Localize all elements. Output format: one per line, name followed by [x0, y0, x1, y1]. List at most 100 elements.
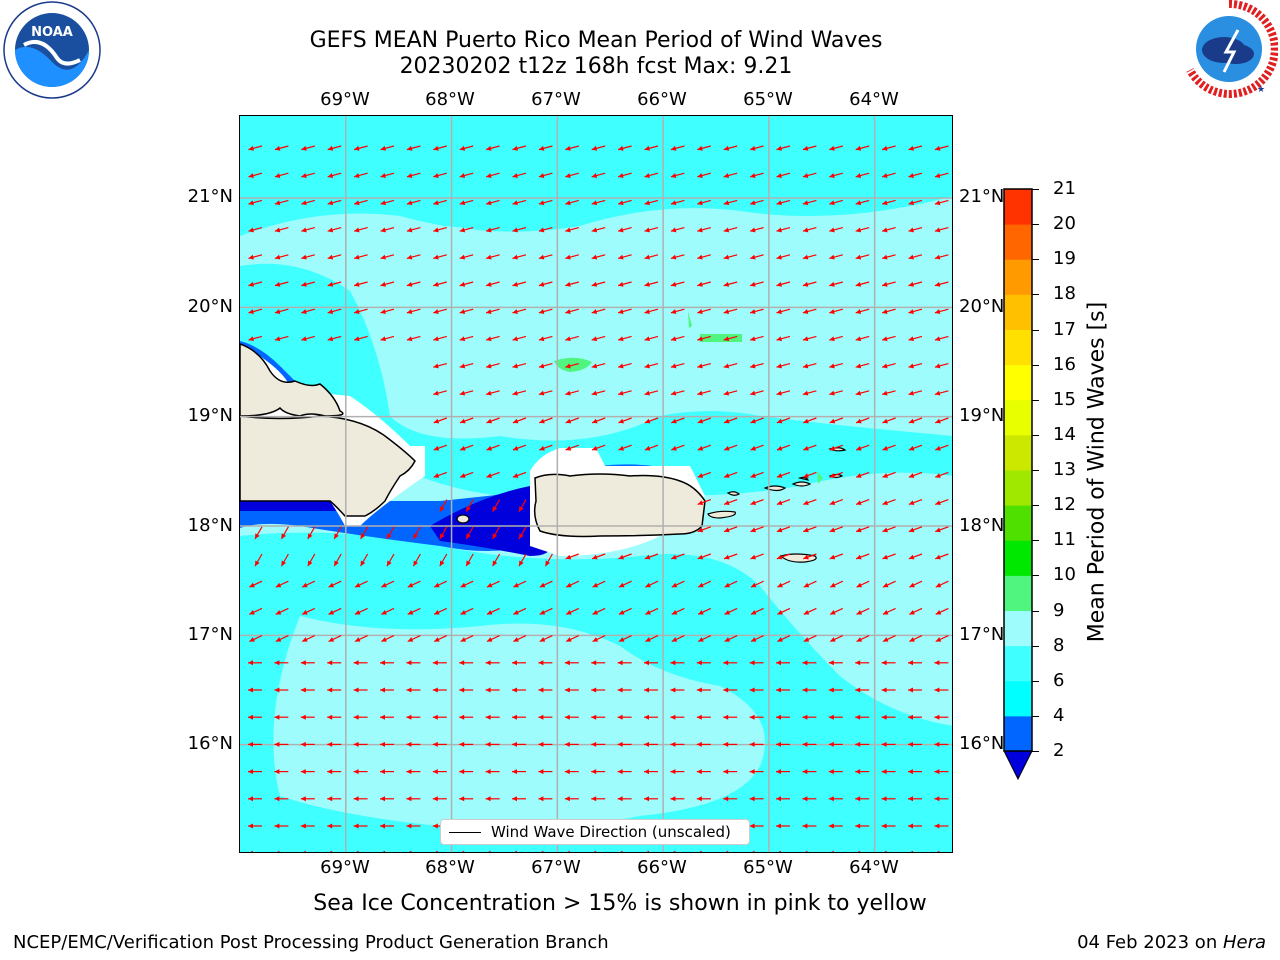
wave-direction-arrow [248, 335, 263, 342]
wave-direction-arrow [433, 227, 447, 233]
wave-direction-arrow [670, 363, 685, 369]
wave-direction-arrow [565, 607, 580, 615]
wave-direction-arrow [591, 363, 606, 369]
wave-direction-arrow [881, 145, 896, 151]
wave-direction-arrow [565, 172, 579, 178]
wave-direction-arrow [935, 417, 949, 424]
wave-direction-arrow [432, 769, 447, 775]
wave-direction-arrow [538, 741, 553, 747]
wave-direction-arrow [829, 417, 844, 424]
wave-direction-arrow [696, 660, 711, 666]
lat-tick-left: 16°N [187, 733, 233, 754]
wave-direction-arrow [301, 281, 315, 287]
sea-ice-caption: Sea Ice Concentration > 15% is shown in … [313, 891, 927, 916]
wave-direction-arrow [512, 471, 527, 478]
wave-direction-arrow [512, 741, 526, 747]
wave-direction-arrow [356, 850, 359, 852]
wave-direction-arrow [671, 635, 685, 643]
wave-direction-arrow [328, 607, 342, 615]
wave-direction-arrow [855, 308, 870, 314]
wave-direction-arrow [670, 796, 685, 802]
wave-direction-arrow [513, 635, 527, 643]
colorbar-tick-label: 18 [1053, 283, 1076, 305]
wave-direction-arrow [406, 199, 421, 206]
wave-direction-arrow [459, 741, 474, 747]
wave-direction-arrow [670, 172, 685, 178]
wave-direction-arrow [802, 308, 817, 314]
map-plot-area: Wind Wave Direction (unscaled) [239, 115, 953, 853]
wave-direction-arrow [802, 741, 817, 747]
wave-direction-arrow [539, 444, 553, 451]
wave-direction-arrow [412, 553, 421, 567]
wave-direction-arrow [274, 660, 289, 666]
wave-direction-arrow [802, 796, 817, 802]
wave-direction-arrow [855, 444, 870, 451]
wave-direction-arrow [776, 390, 791, 396]
wave-direction-arrow [934, 390, 949, 396]
lat-tick-left: 18°N [187, 515, 233, 536]
wave-direction-arrow [512, 769, 526, 775]
wave-direction-arrow [855, 254, 870, 260]
wave-direction-arrow [644, 741, 658, 747]
wave-direction-arrow [776, 281, 791, 287]
wave-direction-arrow [432, 741, 447, 747]
wave-direction-arrow [565, 363, 579, 369]
wave-direction-arrow [617, 227, 632, 233]
wave-direction-arrow [301, 580, 316, 588]
wave-direction-arrow [300, 714, 315, 720]
wave-direction-arrow [512, 254, 527, 260]
wave-direction-arrow [935, 526, 949, 533]
wave-direction-arrow [829, 172, 843, 178]
lon-tick-bottom: 69°W [320, 857, 370, 878]
wave-direction-arrow [274, 687, 289, 693]
lat-tick-right: 20°N [959, 296, 1005, 317]
wave-direction-arrow [486, 635, 500, 643]
wave-direction-arrow [697, 444, 712, 451]
wave-direction-arrow [254, 526, 263, 540]
wave-direction-arrow [465, 499, 474, 513]
wave-direction-arrow [408, 850, 412, 852]
wave-direction-arrow [908, 714, 922, 720]
wave-direction-arrow [327, 823, 342, 829]
wave-direction-arrow [910, 850, 913, 852]
wave-direction-arrow [492, 526, 501, 540]
wave-direction-arrow [485, 335, 500, 342]
colorbar-segment [1004, 680, 1032, 717]
wave-direction-arrow [353, 335, 368, 342]
wave-direction-arrow [485, 390, 500, 396]
wave-direction-arrow [248, 199, 263, 206]
wave-direction-arrow [274, 796, 289, 802]
wave-direction-arrow [432, 714, 447, 720]
wave-direction-arrow [855, 553, 870, 560]
wave-direction-arrow [300, 687, 315, 693]
wave-direction-arrow [460, 607, 474, 615]
wave-direction-arrow [644, 390, 659, 396]
wave-direction-arrow [697, 526, 712, 533]
wave-direction-arrow [697, 607, 712, 615]
lat-tick-right: 16°N [959, 733, 1005, 754]
wave-direction-arrow [697, 227, 711, 233]
wave-direction-arrow [644, 281, 659, 287]
wave-direction-arrow [829, 199, 843, 206]
wave-direction-arrow [248, 172, 263, 178]
wave-direction-arrow [696, 714, 711, 720]
wave-direction-arrow [881, 714, 896, 720]
wave-direction-arrow [433, 172, 447, 178]
wave-direction-arrow [248, 769, 262, 775]
wave-direction-arrow [855, 363, 870, 369]
wave-direction-arrow [723, 471, 738, 478]
wave-direction-arrow [776, 172, 791, 178]
svg-text:NOAA: NOAA [31, 25, 73, 40]
wave-direction-arrow [274, 769, 289, 775]
wave-direction-arrow [723, 254, 738, 260]
wave-direction-arrow [802, 823, 817, 829]
wave-direction-arrow [274, 281, 289, 287]
wave-direction-arrow [512, 281, 527, 287]
wave-direction-arrow [591, 687, 606, 693]
colorbar-segment [1004, 329, 1032, 366]
wave-direction-arrow [670, 769, 685, 775]
colorbar-tick-mark [1032, 294, 1039, 296]
colorbar-tick-mark [1032, 189, 1039, 190]
lon-tick-bottom: 64°W [849, 857, 899, 878]
wave-direction-arrow [935, 444, 949, 451]
